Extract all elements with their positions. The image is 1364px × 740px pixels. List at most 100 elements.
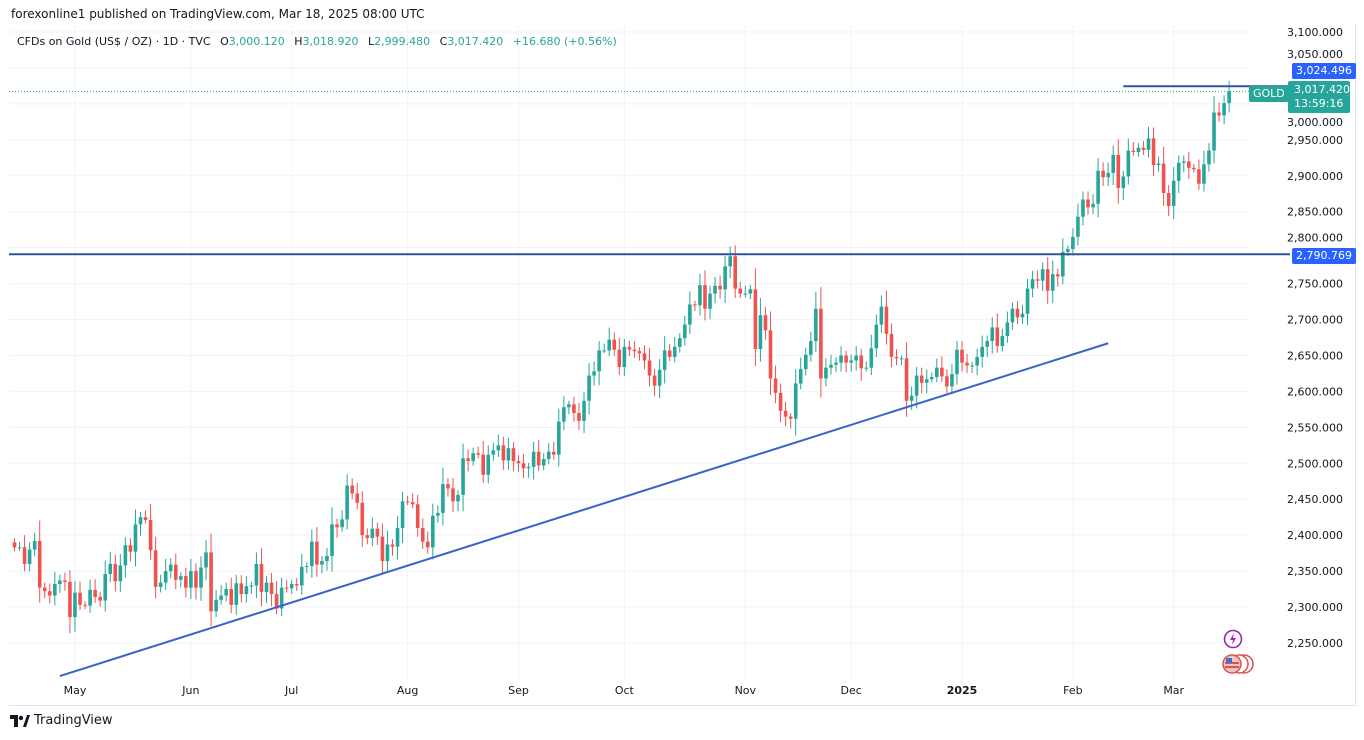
candle-body	[42, 587, 47, 592]
candle-body	[587, 375, 591, 401]
candle-body	[431, 515, 435, 548]
candle-body	[113, 563, 118, 582]
candle-body	[582, 400, 586, 421]
candle-body	[516, 461, 521, 464]
candle-body	[340, 519, 344, 528]
candle-body	[935, 367, 939, 378]
candle-body	[562, 407, 566, 422]
symbol-title[interactable]: CFDs on Gold (US$ / OZ) · 1D · TVC	[17, 35, 211, 48]
time-tick-label: Feb	[1063, 684, 1082, 697]
candle-body	[1055, 274, 1060, 277]
candle-body	[1010, 308, 1015, 323]
last-price-tag: 3,017.420 13:59:16	[1288, 81, 1350, 113]
candle-body	[173, 564, 178, 580]
candle-body	[451, 488, 455, 502]
candle-body	[168, 564, 173, 572]
candle-body	[310, 541, 314, 567]
candle-body	[1131, 150, 1136, 153]
support-trendline	[59, 342, 1109, 677]
candle-body	[325, 556, 329, 562]
candle-body	[229, 589, 234, 605]
candle-body	[874, 324, 879, 349]
candle-body	[955, 349, 959, 375]
candle-body	[1156, 163, 1161, 165]
candle-body	[204, 552, 208, 568]
candle-body	[899, 358, 904, 360]
time-axis: May Jun Jul Aug Sep Oct Nov Dec 2025 Feb Mar	[64, 684, 1185, 697]
candle-body	[698, 285, 702, 306]
time-tick-label: May	[64, 684, 87, 697]
candle-body	[879, 306, 884, 325]
candle-body	[415, 504, 420, 528]
candle-body	[22, 547, 27, 564]
price-tick-label: 2,300.000	[1287, 601, 1343, 614]
candle-body	[637, 351, 642, 354]
candle-body	[63, 580, 67, 582]
candle-body	[264, 582, 269, 592]
us-economic-events-icon[interactable]	[1220, 653, 1256, 679]
candle-body	[289, 584, 294, 589]
candle-body	[536, 451, 541, 466]
candle-body	[254, 563, 259, 586]
candle-body	[244, 586, 249, 595]
candle-body	[199, 567, 203, 588]
price-tick-label: 3,000.000	[1287, 116, 1343, 129]
candle-body	[234, 583, 239, 605]
price-tick-label: 2,950.000	[1287, 134, 1343, 147]
candle-body	[929, 377, 934, 380]
candle-body	[819, 308, 823, 379]
time-tick-label: Aug	[397, 684, 418, 697]
candle-body	[1005, 322, 1010, 337]
time-tick-label: Oct	[615, 684, 635, 697]
candle-body	[1207, 150, 1211, 165]
candle-body	[279, 587, 284, 609]
candle-body	[93, 589, 97, 597]
candle-body	[294, 584, 299, 586]
candle-body	[622, 346, 627, 367]
candle-body	[395, 527, 400, 547]
change-value: +16.680 (+0.56%)	[512, 35, 617, 48]
price-tick-label: 2,550.000	[1287, 421, 1343, 434]
high-value: 3,018.920	[302, 35, 359, 48]
candle-body	[320, 561, 324, 565]
candle-body	[299, 566, 304, 586]
candle-body	[1197, 169, 1201, 184]
close-value: 3,017.420	[447, 35, 504, 48]
tradingview-logo[interactable]: TradingView	[10, 713, 113, 728]
candle-body	[1217, 112, 1221, 116]
candle-body	[330, 524, 334, 557]
candle-body	[612, 339, 617, 350]
candle-body	[1015, 308, 1020, 318]
candle-body	[1050, 274, 1055, 291]
last-price-value: 3,017.420	[1294, 83, 1350, 96]
candle-body	[1091, 203, 1095, 208]
candle-body	[441, 484, 445, 513]
candle-body	[68, 581, 72, 618]
candle-body	[491, 450, 496, 455]
candle-body	[919, 375, 924, 383]
candle-body	[153, 550, 158, 587]
candle-body	[209, 552, 213, 612]
candle-body	[1171, 180, 1176, 206]
lightning-event-icon[interactable]	[1223, 629, 1243, 653]
price-tick-label: 2,750.000	[1287, 278, 1343, 291]
high-label: H	[294, 35, 303, 48]
candle-body	[924, 379, 929, 383]
candle-body	[1071, 236, 1075, 250]
candle-body	[526, 466, 531, 469]
candle-body	[1227, 91, 1231, 104]
candle-body	[839, 355, 843, 363]
candle-body	[305, 566, 309, 568]
candle-body	[17, 547, 22, 549]
candle-body	[995, 327, 1000, 347]
candle-body	[1126, 150, 1131, 177]
symbol-legend: CFDs on Gold (US$ / OZ) · 1D · TVC O3,00…	[17, 35, 617, 48]
price-tick-label: 2,700.000	[1287, 314, 1343, 327]
candle-body	[798, 369, 803, 384]
chart-frame	[9, 25, 1356, 706]
candle-body	[632, 349, 637, 352]
candle-body	[385, 544, 390, 562]
candle-body	[657, 369, 662, 386]
price-tick-label: 3,100.000	[1287, 26, 1343, 39]
